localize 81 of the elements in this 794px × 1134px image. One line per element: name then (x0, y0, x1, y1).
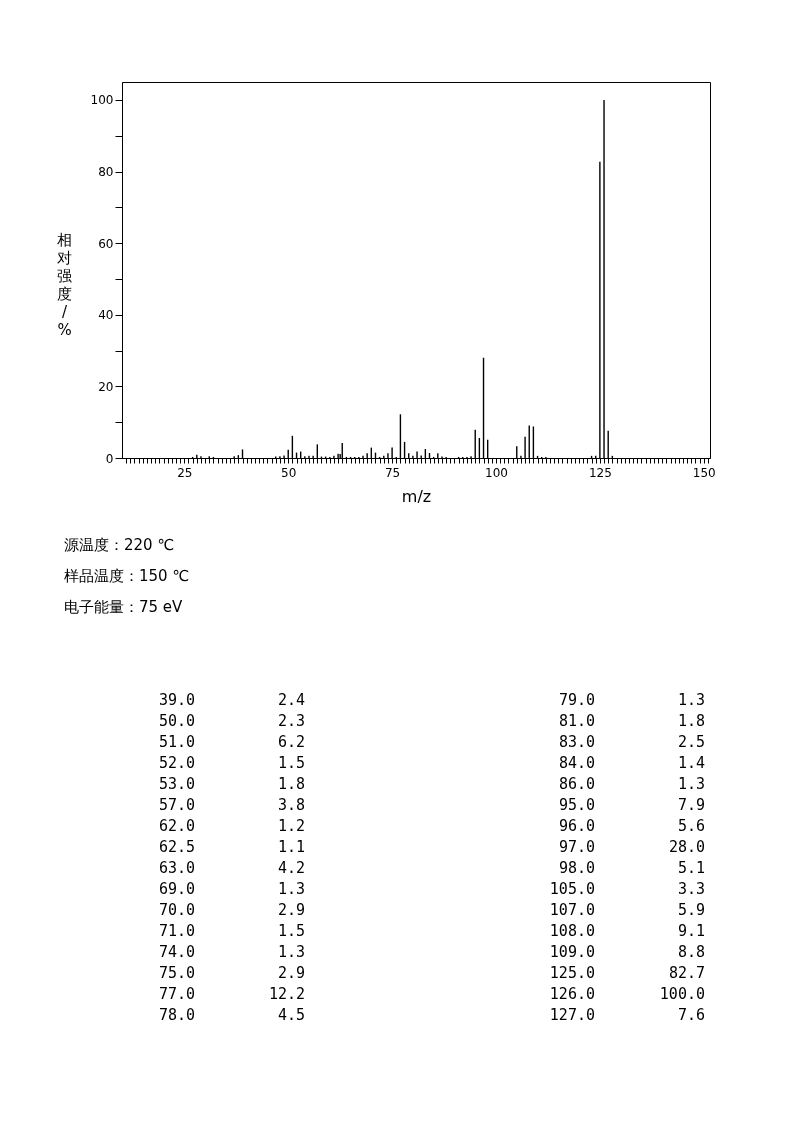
text: 82.7 (667, 963, 705, 984)
text: 75.0 (157, 963, 195, 984)
text: 1.2 (276, 816, 305, 837)
text: 79.0 (557, 690, 595, 711)
text: 2.9 (276, 900, 305, 921)
text: 95.0 (557, 795, 595, 816)
text: 4.2 (276, 858, 305, 879)
text: 77.0 (157, 984, 195, 1005)
text: 6.2 (276, 732, 305, 753)
text: 1.3 (276, 942, 305, 963)
x-axis-title: m/z (401, 486, 432, 506)
text: 81.0 (557, 711, 595, 732)
text: 1.8 (676, 711, 705, 732)
text: 84.0 (557, 753, 595, 774)
y-tick-label: 0 (105, 451, 114, 466)
text: 1.5 (276, 753, 305, 774)
text: 62.5 (157, 837, 195, 858)
text: 74.0 (157, 942, 195, 963)
y-tick-label: 80 (98, 165, 114, 180)
y-tick-label: 40 (98, 308, 114, 323)
text: 78.0 (157, 1005, 195, 1026)
y-tick-label: 20 (98, 379, 114, 394)
text: 127.0 (548, 1005, 595, 1026)
text: 1.3 (676, 774, 705, 795)
text: 1.4 (676, 753, 705, 774)
text: 电子能量：75 eV (64, 597, 184, 618)
y-axis-title: 相对强度/% (57, 230, 72, 339)
text: 53.0 (157, 774, 195, 795)
text: 3.3 (676, 879, 705, 900)
text: 1.5 (276, 921, 305, 942)
text: 1.8 (276, 774, 305, 795)
text: 69.0 (157, 879, 195, 900)
text: 5.1 (676, 858, 705, 879)
text: 125.0 (548, 963, 595, 984)
text: 5.6 (676, 816, 705, 837)
text: 9.1 (676, 921, 705, 942)
text: 8.8 (676, 942, 705, 963)
text: 1.1 (276, 837, 305, 858)
text: 1.3 (676, 690, 705, 711)
x-tick-label: 100 (485, 465, 508, 480)
y-tick-label: 100 (90, 93, 114, 108)
text: 2.3 (276, 711, 305, 732)
text: 1.3 (276, 879, 305, 900)
text: 98.0 (557, 858, 595, 879)
text: 样品温度：150 ℃ (64, 566, 190, 587)
text: 7.9 (676, 795, 705, 816)
text: 96.0 (557, 816, 595, 837)
text: 100.0 (658, 984, 705, 1005)
text: 2.9 (276, 963, 305, 984)
x-tick-label: 125 (588, 465, 612, 480)
text: 4.5 (276, 1005, 305, 1026)
text: 107.0 (548, 900, 595, 921)
text: 70.0 (157, 900, 195, 921)
x-tick-label: 50 (281, 465, 297, 480)
text: 5.9 (676, 900, 705, 921)
text: 51.0 (157, 732, 195, 753)
text: 86.0 (557, 774, 595, 795)
text: 52.0 (157, 753, 195, 774)
text: 39.0 (157, 690, 195, 711)
x-tick-label: 75 (384, 465, 401, 480)
text: 2.4 (276, 690, 305, 711)
text: 50.0 (157, 711, 195, 732)
x-tick-label: 150 (692, 465, 716, 480)
text: 63.0 (157, 858, 195, 879)
x-tick-label: 25 (177, 465, 193, 480)
text: 108.0 (548, 921, 595, 942)
text: 71.0 (157, 921, 195, 942)
text: 12.2 (267, 984, 305, 1005)
text: 3.8 (276, 795, 305, 816)
text: 57.0 (157, 795, 195, 816)
text: 83.0 (557, 732, 595, 753)
text: 105.0 (548, 879, 595, 900)
text: 62.0 (157, 816, 195, 837)
text: 28.0 (667, 837, 705, 858)
text: 126.0 (548, 984, 595, 1005)
text: 109.0 (548, 942, 595, 963)
text: 2.5 (676, 732, 705, 753)
text: 源温度：220 ℃ (64, 535, 176, 556)
text: 7.6 (676, 1005, 705, 1026)
y-tick-label: 60 (98, 236, 114, 251)
text: 97.0 (557, 837, 595, 858)
